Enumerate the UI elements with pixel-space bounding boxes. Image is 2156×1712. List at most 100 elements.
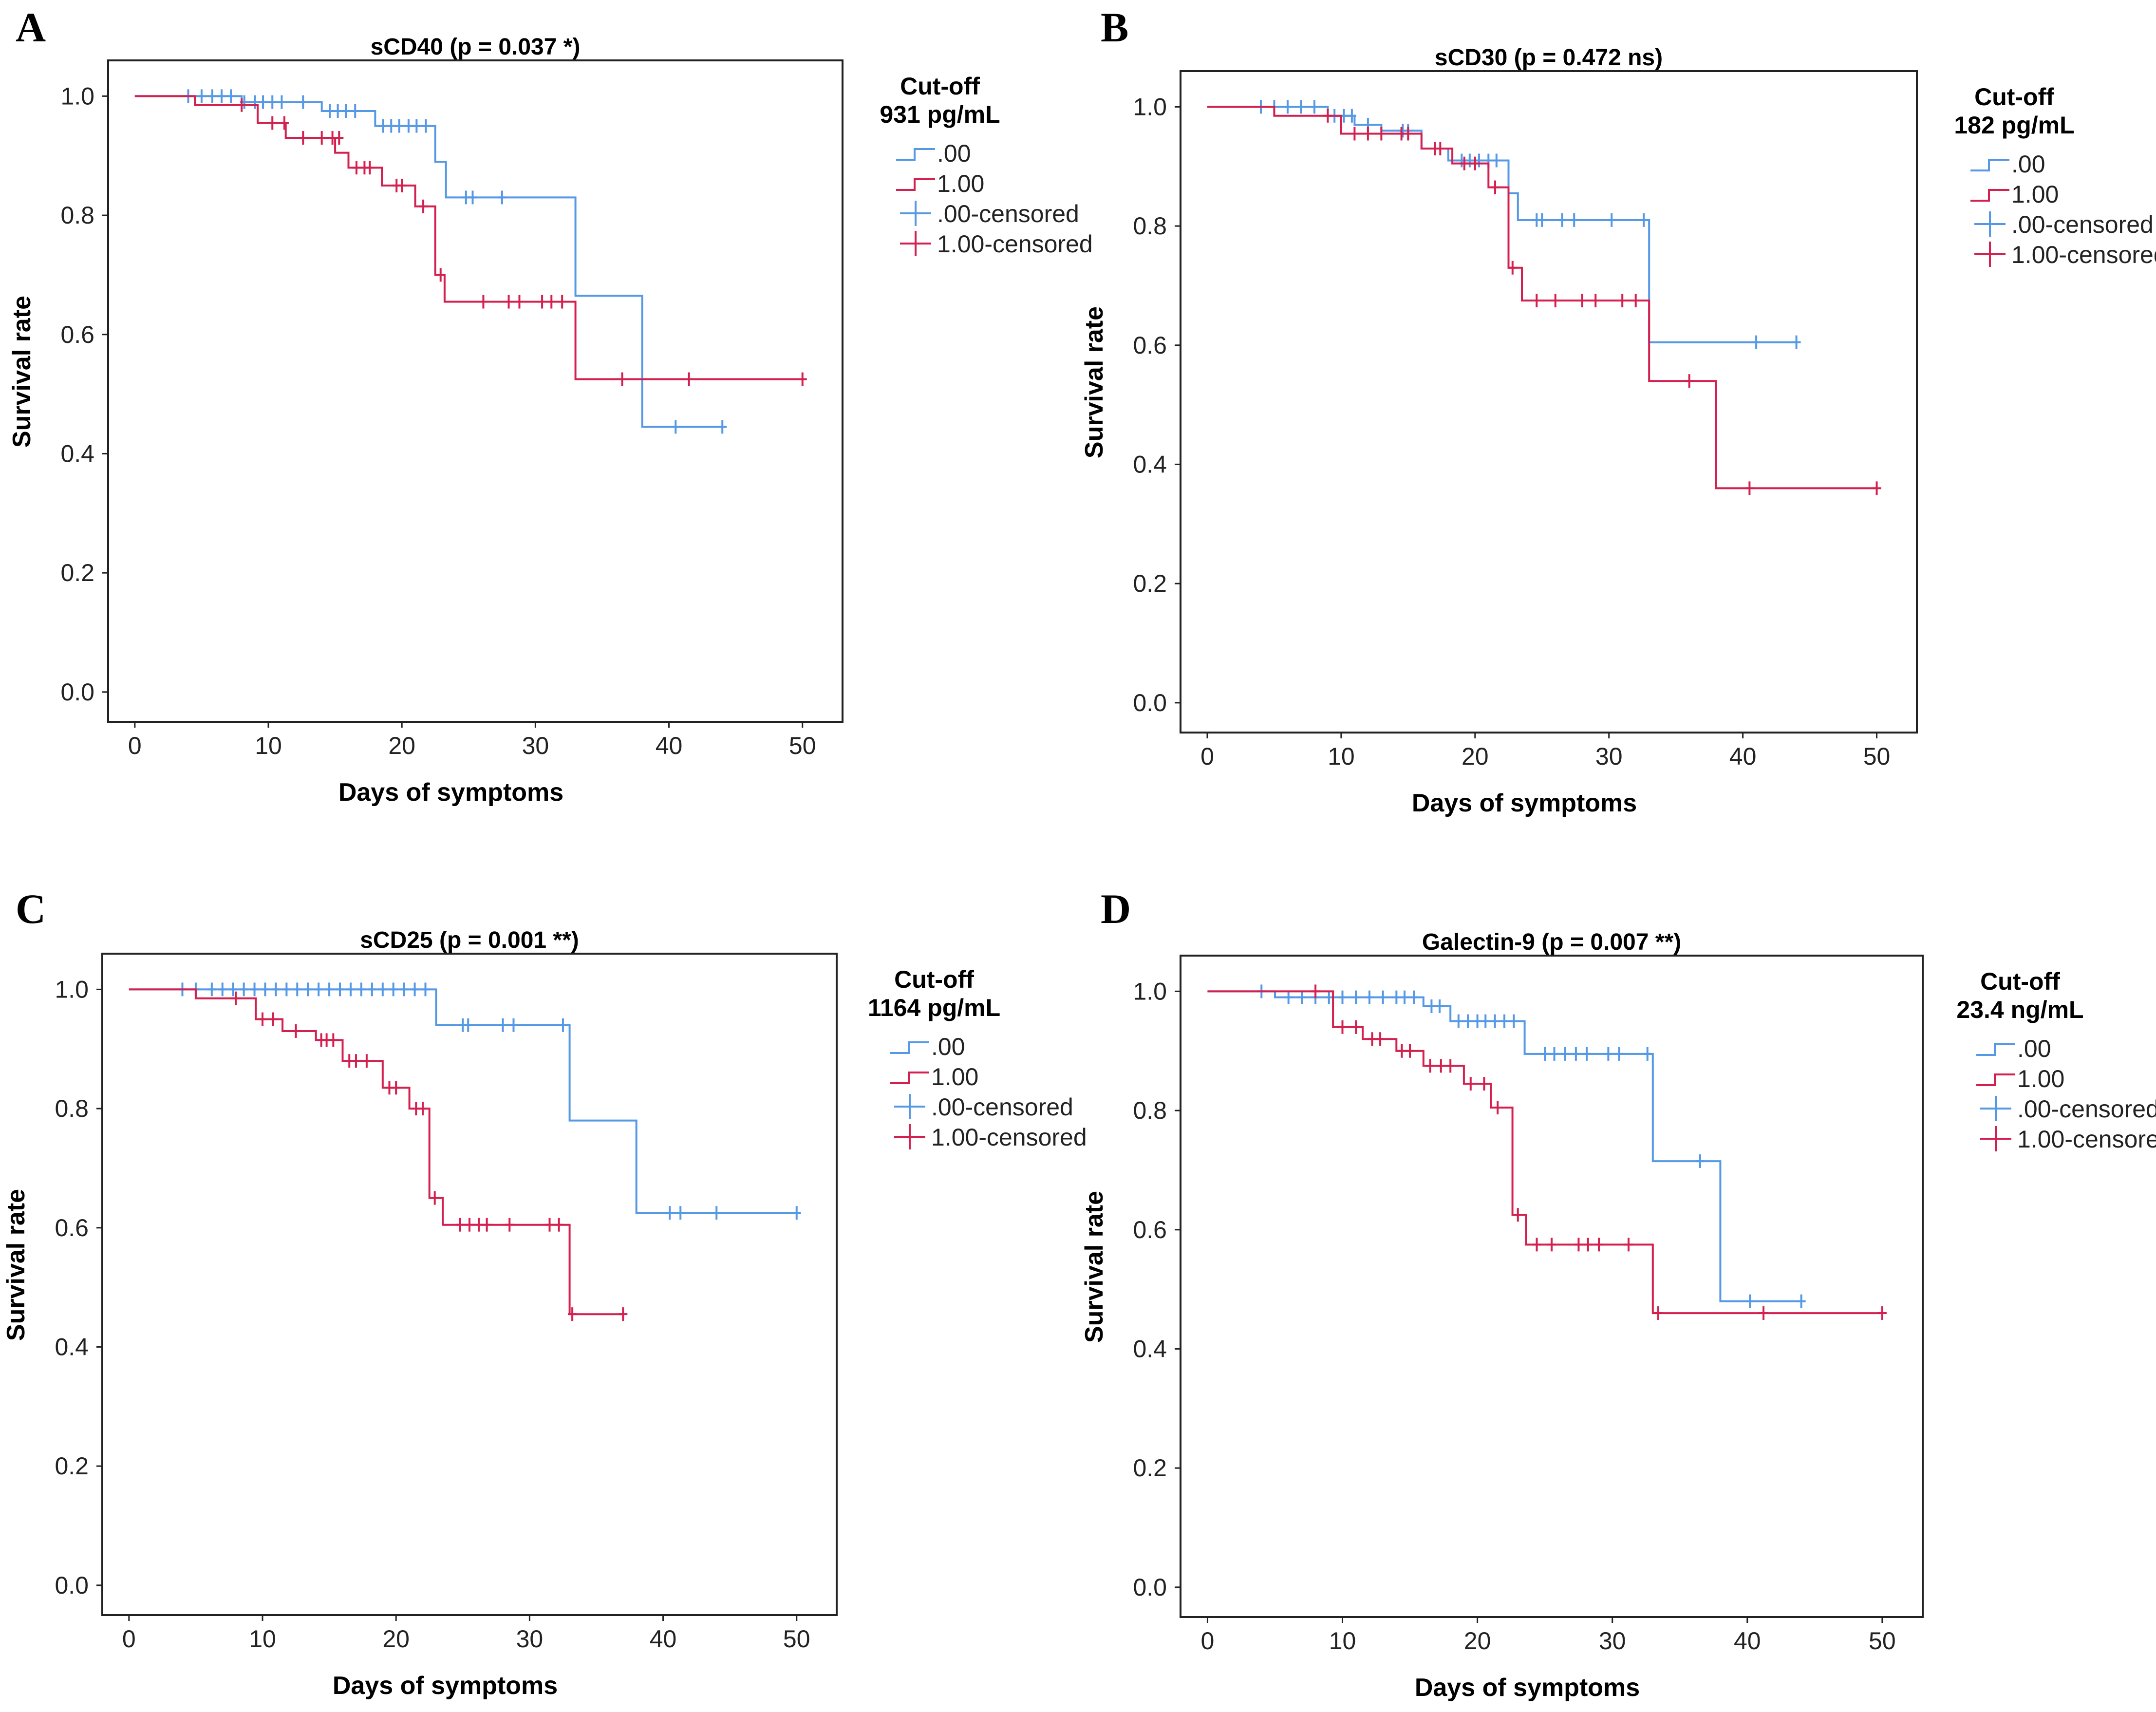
- censor-mark: [1460, 156, 1469, 170]
- x-tick-label: 50: [1869, 1627, 1896, 1655]
- censor-mark: [1618, 294, 1627, 308]
- x-tick-label: 0: [1201, 1627, 1215, 1655]
- censor-mark: [1653, 1306, 1663, 1320]
- censor-mark: [356, 982, 366, 997]
- censor-mark: [465, 1218, 474, 1232]
- censor-mark: [291, 1024, 300, 1038]
- km-curve-group-100: [129, 988, 623, 1316]
- legend-item: .00-censored: [900, 200, 1079, 227]
- y-tick-label: 1.0: [1133, 93, 1167, 120]
- censor-mark: [268, 1012, 278, 1026]
- chart-title: Galectin-9 (p = 0.007 **): [1422, 929, 1681, 955]
- legend-item: .00: [890, 1033, 965, 1060]
- x-axis-title: Days of symptoms: [333, 1672, 558, 1700]
- x-tick-label: 40: [1734, 1627, 1761, 1655]
- legend-label: 1.00-censored: [931, 1124, 1087, 1151]
- censor-mark: [538, 295, 547, 309]
- censor-mark: [421, 119, 431, 133]
- panel-letter: A: [16, 4, 46, 51]
- censor-mark: [1454, 1014, 1463, 1028]
- legend-title: Cut-off: [900, 73, 980, 100]
- x-axis-title: Days of symptoms: [1415, 1674, 1640, 1702]
- legend-label: .00-censored: [2011, 211, 2154, 238]
- x-tick-label: 10: [249, 1625, 276, 1653]
- legend-label: .00-censored: [931, 1093, 1073, 1121]
- censor-mark: [237, 98, 246, 112]
- km-curve-group-00: [1207, 106, 1797, 343]
- censor-mark: [1283, 100, 1292, 114]
- censor-mark: [1547, 1238, 1556, 1252]
- censor-mark: [1745, 481, 1754, 495]
- censor-mark: [325, 104, 335, 118]
- censor-mark: [1550, 1047, 1559, 1061]
- legend-item: .00-censored: [1974, 211, 2154, 238]
- censor-mark: [1745, 1294, 1755, 1308]
- censor-mark: [293, 982, 302, 997]
- censor-mark: [303, 982, 313, 997]
- x-tick-label: 30: [516, 1625, 544, 1653]
- censor-mark: [282, 982, 291, 997]
- censor-mark: [1409, 990, 1419, 1004]
- censor-mark: [250, 982, 259, 997]
- censor-mark: [1351, 990, 1361, 1004]
- censor-mark: [397, 178, 407, 192]
- x-tick-label: 30: [1599, 1627, 1626, 1655]
- legend-label: 1.00: [2017, 1065, 2064, 1092]
- censor-mark: [1537, 213, 1547, 227]
- censor-mark: [1493, 1100, 1502, 1114]
- legend-line-icon: [1976, 1043, 2015, 1056]
- panel-b: B sCD30 (p = 0.472 ns) 0.0 0.2 0.4 0.6 0.8 1.0…: [1078, 0, 2156, 856]
- y-tick-label: 0.6: [1133, 332, 1167, 359]
- legend-label: .00: [2017, 1035, 2051, 1062]
- censor-mark: [554, 1218, 563, 1232]
- censor-mark: [436, 268, 445, 282]
- censor-mark: [568, 1307, 577, 1321]
- legend-label: 1.00: [937, 170, 984, 197]
- censor-mark: [1532, 294, 1541, 308]
- x-tick-label: 50: [783, 1625, 810, 1653]
- legend-subtitle: 931 pg/mL: [880, 101, 1000, 128]
- censor-mark: [335, 131, 344, 145]
- censor-mark: [718, 420, 727, 434]
- censor-mark: [1378, 990, 1387, 1004]
- legend-title: Cut-off: [1974, 83, 2054, 111]
- censor-mark: [341, 104, 351, 118]
- legend-item: 1.00: [890, 1063, 978, 1091]
- censor-mark: [1639, 213, 1649, 227]
- legend-label: .00: [931, 1033, 965, 1060]
- censor-mark: [1607, 213, 1616, 227]
- legend-label: .00-censored: [937, 200, 1079, 227]
- legend-subtitle: 23.4 ng/mL: [1956, 996, 2083, 1023]
- panel-c: C sCD25 (p = 0.001 **) 0.0 0.2 0.4 0.6 0.8 1.0…: [0, 856, 1087, 1712]
- x-tick-label: 10: [1329, 1627, 1356, 1655]
- km-curve-group-00: [134, 95, 723, 428]
- y-tick-label: 0.0: [1133, 689, 1167, 716]
- censor-mark: [619, 1307, 628, 1321]
- legend-title: Cut-off: [1980, 968, 2060, 995]
- km-chart-scd30: sCD30 (p = 0.472 ns)0.00.20.40.60.81.00 1…: [1080, 45, 2156, 817]
- censor-mark: [1631, 294, 1640, 308]
- censor-mark: [509, 1018, 518, 1032]
- censor-mark: [1752, 335, 1761, 349]
- censor-mark: [1577, 294, 1587, 308]
- censor-mark: [1350, 127, 1359, 141]
- km-curve-group-00: [1207, 990, 1801, 1302]
- censor-mark: [314, 982, 323, 997]
- censor-mark: [455, 1218, 465, 1232]
- legend-item: .00-censored: [894, 1093, 1073, 1121]
- legend-title: Cut-off: [894, 966, 974, 993]
- censor-mark: [404, 119, 413, 133]
- censor-mark: [419, 199, 428, 213]
- km-chart-galectin9: Galectin-9 (p = 0.007 **) 0.0 0.2 0.4 0.6 0.8…: [1080, 929, 2156, 1702]
- censor-mark: [1466, 1077, 1475, 1091]
- y-tick-label: 0.4: [1133, 451, 1167, 478]
- censor-mark: [497, 190, 506, 205]
- censor-mark: [1463, 1014, 1473, 1028]
- censor-mark: [1392, 990, 1401, 1004]
- censor-mark: [464, 1018, 473, 1032]
- censor-mark: [239, 982, 248, 997]
- legend-item: .00: [1970, 151, 2045, 178]
- censor-mark: [378, 119, 388, 133]
- legend-item: 1.00-censored: [1980, 1126, 2156, 1153]
- censor-mark: [1560, 1047, 1570, 1061]
